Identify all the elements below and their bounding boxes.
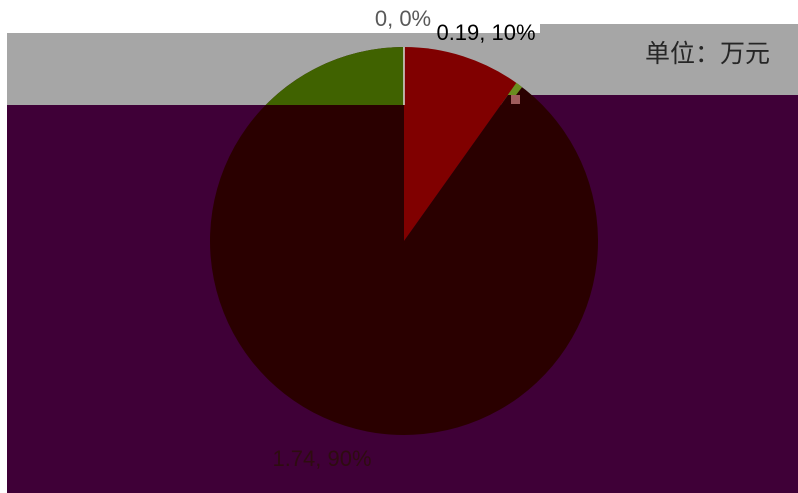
data-label-1: 0.19, 10% (436, 20, 535, 45)
pie-slice-2 (210, 47, 599, 436)
data-label-0: 0, 0% (375, 6, 431, 31)
pie-top-left-highlight (265, 47, 404, 105)
data-label-2: 1.74, 90% (272, 446, 371, 471)
gray-band-right (540, 24, 798, 95)
pie-slices (210, 47, 599, 436)
pie-edge-sliver (507, 82, 523, 95)
unit-label: 单位：万元 (645, 39, 770, 68)
pie-slice-1 (404, 47, 517, 241)
label-marker (511, 95, 520, 104)
